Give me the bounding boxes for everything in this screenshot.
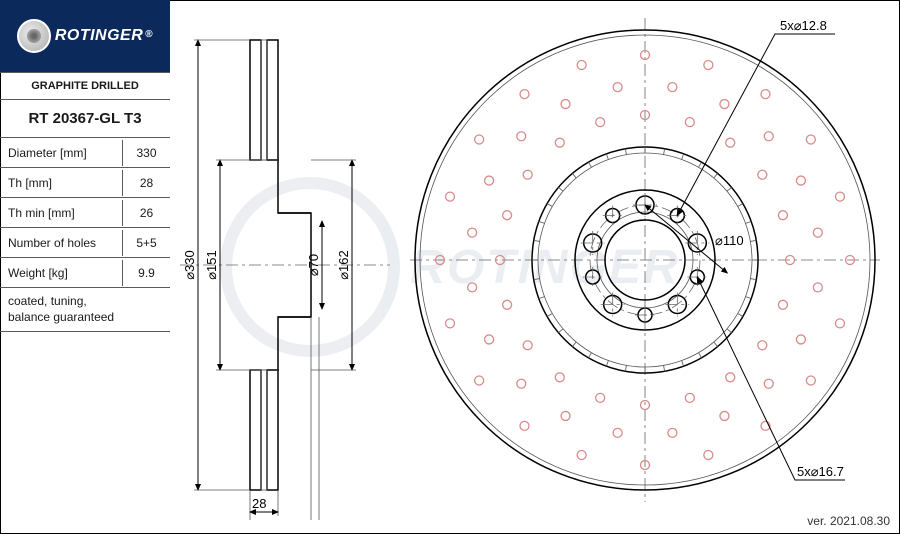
spec-row: Diameter [mm]330: [0, 137, 170, 167]
spec-label: Diameter [mm]: [0, 140, 122, 166]
brand-name: ROTINGER: [55, 27, 143, 45]
svg-text:⌀110: ⌀110: [715, 233, 744, 248]
registered-icon: ®: [145, 29, 153, 40]
spec-label: Th min [mm]: [0, 200, 122, 226]
logo-icon: [17, 19, 51, 53]
svg-text:⌀151: ⌀151: [204, 250, 219, 280]
spec-value: 26: [122, 200, 170, 226]
svg-text:⌀70: ⌀70: [306, 254, 321, 276]
front-face-view: ⌀110 5x⌀12.8 5x⌀16.7: [400, 10, 890, 510]
spec-label: Number of holes: [0, 230, 122, 256]
spec-label: Weight [kg]: [0, 260, 122, 286]
spec-row: Number of holes5+5: [0, 227, 170, 257]
spec-value: 9.9: [122, 260, 170, 286]
spec-row: Th [mm]28: [0, 167, 170, 197]
spec-value: 5+5: [122, 230, 170, 256]
svg-text:⌀162: ⌀162: [336, 250, 351, 280]
spec-table: GRAPHITE DRILLED RT 20367-GL T3 Diameter…: [0, 72, 170, 332]
svg-text:⌀330: ⌀330: [182, 250, 197, 280]
version-label: ver. 2021.08.30: [807, 514, 890, 528]
svg-text:28: 28: [252, 496, 266, 511]
brand-logo: ROTINGER ®: [0, 0, 170, 72]
spec-note: coated, tuning, balance guaranteed: [0, 287, 170, 332]
spec-value: 330: [122, 140, 170, 166]
svg-text:5x⌀16.7: 5x⌀16.7: [797, 464, 844, 479]
spec-row: Th min [mm]26: [0, 197, 170, 227]
part-number: RT 20367-GL T3: [0, 99, 170, 137]
svg-text:5x⌀12.8: 5x⌀12.8: [780, 18, 827, 33]
spec-label: Th [mm]: [0, 170, 122, 196]
spec-row: Weight [kg]9.9: [0, 257, 170, 287]
subtitle: GRAPHITE DRILLED: [0, 72, 170, 99]
side-cross-section: ⌀330⌀151⌀70⌀16228336.7: [180, 10, 390, 520]
spec-value: 28: [122, 170, 170, 196]
